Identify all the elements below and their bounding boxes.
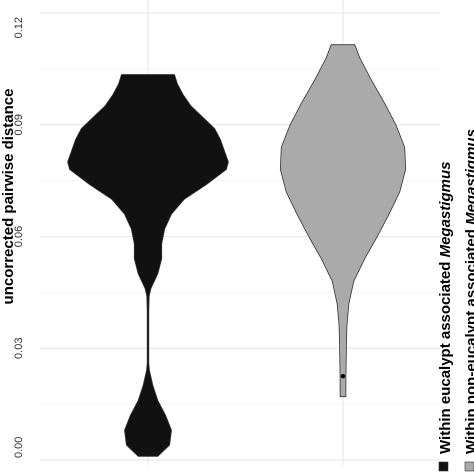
median-point-2	[340, 373, 346, 379]
legend-label-text: Within non-eucalypt associated	[463, 225, 474, 454]
legend-label-1: Within eucalypt associated Megastigmus	[437, 162, 454, 454]
y-tick-label: 0.09	[13, 114, 25, 135]
legend-key-2	[464, 461, 474, 472]
y-tick-label: 0.12	[13, 17, 25, 38]
violins	[67, 44, 407, 457]
y-tick-label: 0.06	[13, 226, 25, 247]
y-axis-title: uncorrected pairwise distance	[0, 89, 17, 305]
legend-label-text: Within eucalypt associated	[437, 257, 454, 454]
legend: Within eucalypt associated MegastigmusWi…	[437, 129, 474, 472]
violin-2	[279, 44, 407, 398]
violin-1	[67, 74, 229, 457]
y-tick-labels: 0.00 0.03 0.06 0.09 0.12	[13, 17, 25, 458]
legend-label-genus: Megastigmus	[437, 162, 454, 258]
y-tick-label: 0.00	[13, 437, 25, 458]
y-tick-label: 0.03	[13, 338, 25, 359]
legend-label-genus: Megastigmus	[463, 129, 474, 225]
legend-key-1	[438, 461, 449, 472]
legend-label-2: Within non-eucalypt associated Megastigm…	[463, 129, 474, 454]
